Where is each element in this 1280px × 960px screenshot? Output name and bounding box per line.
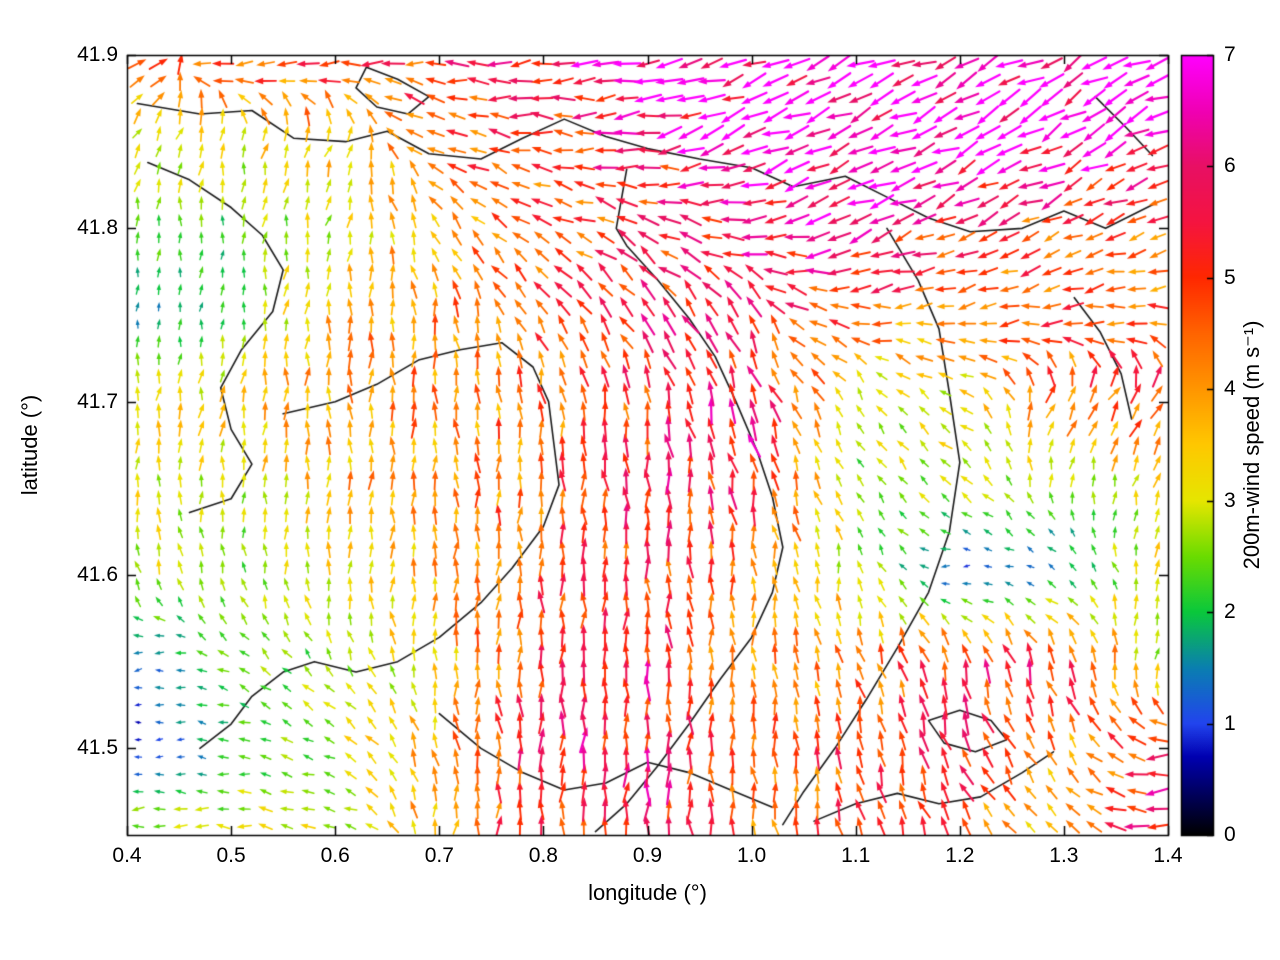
colorbar-tick-label: 6 (1224, 154, 1236, 178)
x-tick-label: 0.4 (112, 844, 142, 867)
y-tick-label: 41.8 (77, 216, 118, 240)
x-tick-label: 1.2 (945, 844, 975, 867)
x-tick-label: 0.7 (424, 844, 454, 867)
colorbar-tick-label: 7 (1224, 43, 1236, 66)
x-tick-label: 0.5 (216, 844, 246, 867)
colorbar-title: 200m-wind speed (m s⁻¹) (1239, 320, 1264, 570)
y-tick-label: 41.5 (77, 736, 118, 760)
colorbar-tick-label: 0 (1224, 823, 1236, 846)
colorbar-tick-label: 3 (1224, 488, 1236, 512)
x-tick-label: 0.9 (632, 844, 663, 867)
colorbar-tick-label: 2 (1224, 600, 1236, 624)
y-tick-label: 41.6 (77, 563, 118, 586)
x-axis-title: longitude (°) (588, 880, 707, 905)
x-tick-label: 1.4 (1153, 844, 1183, 867)
y-tick-label: 41.7 (77, 389, 118, 413)
x-tick-label: 1.0 (736, 844, 767, 867)
x-tick-label: 1.1 (841, 844, 871, 867)
x-tick-label: 0.6 (320, 844, 350, 867)
y-tick-label: 41.9 (77, 43, 118, 66)
colorbar-tick-label: 4 (1224, 377, 1236, 401)
x-tick-label: 1.3 (1049, 844, 1079, 867)
colorbar-tick-label: 5 (1224, 265, 1236, 289)
colorbar-tick-label: 1 (1224, 711, 1236, 735)
x-tick-label: 0.8 (528, 844, 558, 867)
